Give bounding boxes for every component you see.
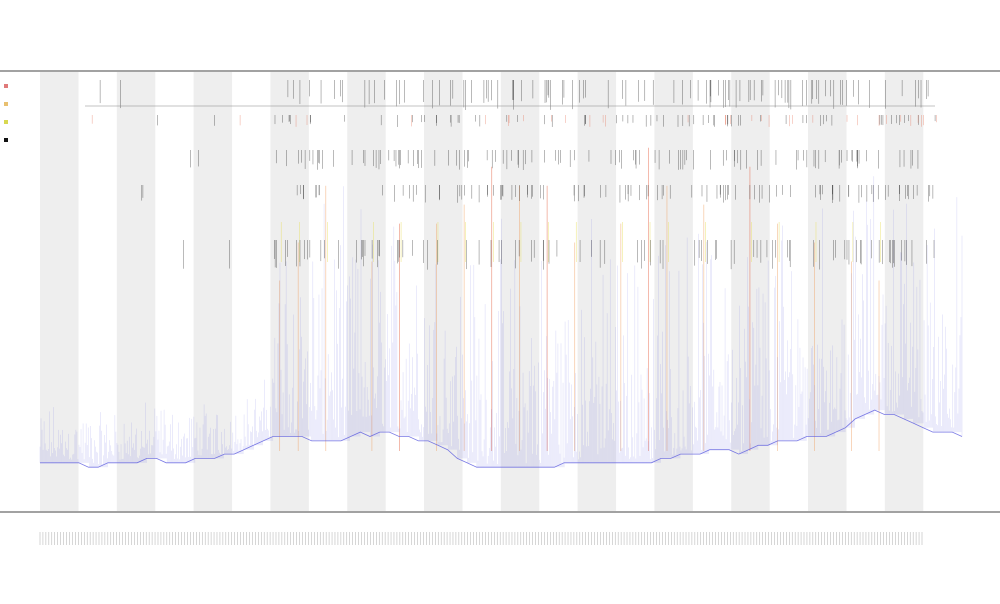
alternating-bands xyxy=(40,72,924,511)
noise-layer xyxy=(39,176,963,468)
band xyxy=(884,72,924,511)
x-tick-labels xyxy=(39,532,923,545)
series-line xyxy=(40,409,963,468)
series-layer xyxy=(40,409,963,468)
legend-swatch xyxy=(4,84,8,88)
legend-swatch xyxy=(4,138,8,142)
band xyxy=(40,72,79,511)
band xyxy=(424,72,463,511)
band xyxy=(500,72,540,511)
band xyxy=(347,72,386,511)
legend-swatch xyxy=(4,120,8,124)
legend xyxy=(4,84,8,142)
spike-layer xyxy=(279,147,881,451)
band xyxy=(577,72,617,511)
band xyxy=(270,72,309,511)
band xyxy=(654,72,693,511)
band xyxy=(193,72,233,511)
marker-layer xyxy=(91,80,937,270)
legend-swatch xyxy=(4,102,8,106)
band xyxy=(116,72,156,511)
axes xyxy=(0,70,1000,513)
band xyxy=(808,72,847,511)
band xyxy=(731,72,770,511)
